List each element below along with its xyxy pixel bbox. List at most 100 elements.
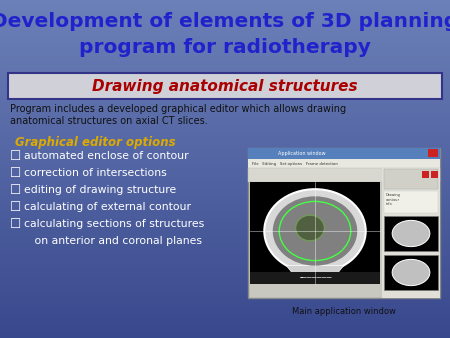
Bar	[0, 157, 450, 160]
Text: ☐: ☐	[10, 149, 21, 163]
Bar	[0, 250, 450, 253]
Bar	[0, 106, 450, 109]
Bar	[0, 198, 450, 200]
Ellipse shape	[392, 259, 430, 286]
Bar	[0, 308, 450, 310]
Bar	[0, 321, 450, 324]
Bar	[0, 54, 450, 57]
Text: editing of drawing structure: editing of drawing structure	[24, 185, 176, 195]
Text: Application window: Application window	[278, 151, 326, 156]
Bar	[0, 306, 450, 309]
Bar	[0, 166, 450, 168]
Bar	[0, 7, 450, 9]
Bar	[0, 113, 450, 116]
Bar	[0, 297, 450, 300]
Bar	[0, 25, 450, 28]
Bar	[0, 167, 450, 170]
Bar	[382, 168, 440, 298]
Bar	[0, 289, 450, 292]
Bar	[384, 169, 438, 189]
Bar	[0, 81, 450, 84]
Bar	[0, 269, 450, 271]
Bar	[248, 148, 440, 298]
Bar	[0, 243, 450, 246]
Polygon shape	[286, 266, 344, 282]
Bar	[0, 100, 450, 102]
Bar	[0, 120, 450, 123]
Bar	[0, 61, 450, 64]
Bar	[0, 59, 450, 62]
Bar	[0, 287, 450, 290]
Bar	[0, 14, 450, 16]
Bar	[0, 272, 450, 275]
Bar	[0, 86, 450, 89]
Bar	[0, 232, 450, 234]
Bar	[0, 135, 450, 138]
Bar	[0, 179, 450, 182]
Bar	[8, 73, 442, 99]
Bar	[0, 56, 450, 58]
Bar	[0, 304, 450, 307]
Bar	[0, 218, 450, 221]
Bar	[0, 93, 450, 96]
Bar	[0, 32, 450, 35]
Bar	[0, 330, 450, 332]
Bar	[0, 144, 450, 146]
Bar	[248, 159, 440, 168]
Bar	[384, 255, 438, 290]
Bar	[0, 319, 450, 322]
Bar	[0, 57, 450, 60]
Bar	[0, 3, 450, 6]
Bar	[0, 96, 450, 99]
Bar	[0, 164, 450, 167]
Text: on anterior and coronal planes: on anterior and coronal planes	[24, 236, 202, 246]
Bar	[0, 19, 450, 21]
Bar	[0, 201, 450, 204]
Bar	[0, 282, 450, 285]
Bar	[0, 174, 450, 177]
Bar	[0, 233, 450, 236]
Bar	[0, 79, 450, 82]
Bar	[0, 199, 450, 202]
Bar	[0, 140, 450, 143]
Ellipse shape	[264, 189, 366, 273]
Bar	[0, 118, 450, 121]
Text: anatomical structures on axial CT slices.: anatomical structures on axial CT slices…	[10, 116, 208, 126]
Bar	[0, 24, 450, 26]
Bar	[0, 196, 450, 199]
Bar	[0, 294, 450, 297]
Bar	[0, 91, 450, 94]
Bar	[0, 134, 450, 136]
Bar	[0, 142, 450, 145]
Bar	[0, 132, 450, 135]
Bar	[0, 270, 450, 273]
Bar	[0, 213, 450, 216]
Bar	[0, 20, 450, 23]
Bar	[0, 228, 450, 231]
Text: Drawing anatomical structures: Drawing anatomical structures	[92, 78, 358, 94]
Bar	[0, 169, 450, 172]
Bar	[0, 238, 450, 241]
Bar	[0, 328, 450, 331]
Bar	[0, 176, 450, 178]
Bar	[0, 44, 450, 47]
Bar	[0, 5, 450, 8]
Bar	[0, 42, 450, 45]
Bar	[0, 10, 450, 13]
Bar	[0, 181, 450, 184]
Bar	[0, 76, 450, 79]
Bar	[0, 147, 450, 150]
Bar	[0, 83, 450, 86]
Bar	[0, 12, 450, 15]
Text: program for radiotherapy: program for radiotherapy	[79, 38, 371, 57]
Bar	[0, 309, 450, 312]
Ellipse shape	[392, 220, 430, 247]
Bar	[0, 245, 450, 248]
Ellipse shape	[273, 196, 357, 266]
Bar	[0, 90, 450, 92]
Bar	[0, 78, 450, 80]
Bar	[0, 267, 450, 270]
Bar	[0, 291, 450, 293]
Bar	[0, 71, 450, 74]
Bar	[0, 324, 450, 327]
